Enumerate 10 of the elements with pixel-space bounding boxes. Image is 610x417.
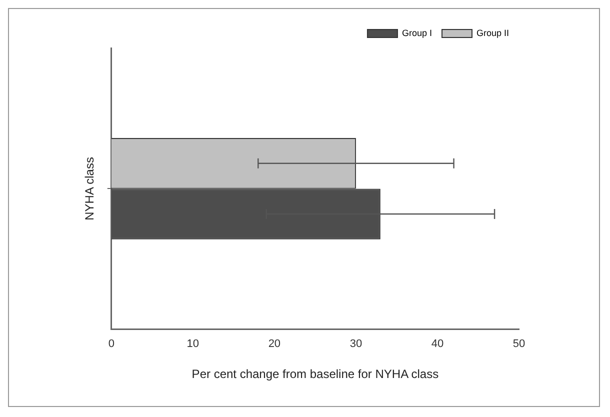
x-tick-label: 30 — [350, 338, 362, 350]
x-tick-label: 40 — [431, 338, 444, 350]
y-axis-title: NYHA class — [82, 157, 97, 220]
x-tick-label: 10 — [186, 338, 200, 350]
x-tick-label: 20 — [268, 338, 281, 350]
x-tick-label: 0 — [108, 338, 114, 350]
legend-label: Group II — [476, 28, 509, 38]
legend-label: Group I — [402, 28, 432, 38]
x-tick-label: 50 — [512, 338, 526, 350]
x-axis-title: Per cent change from baseline for NYHA class — [192, 367, 439, 382]
